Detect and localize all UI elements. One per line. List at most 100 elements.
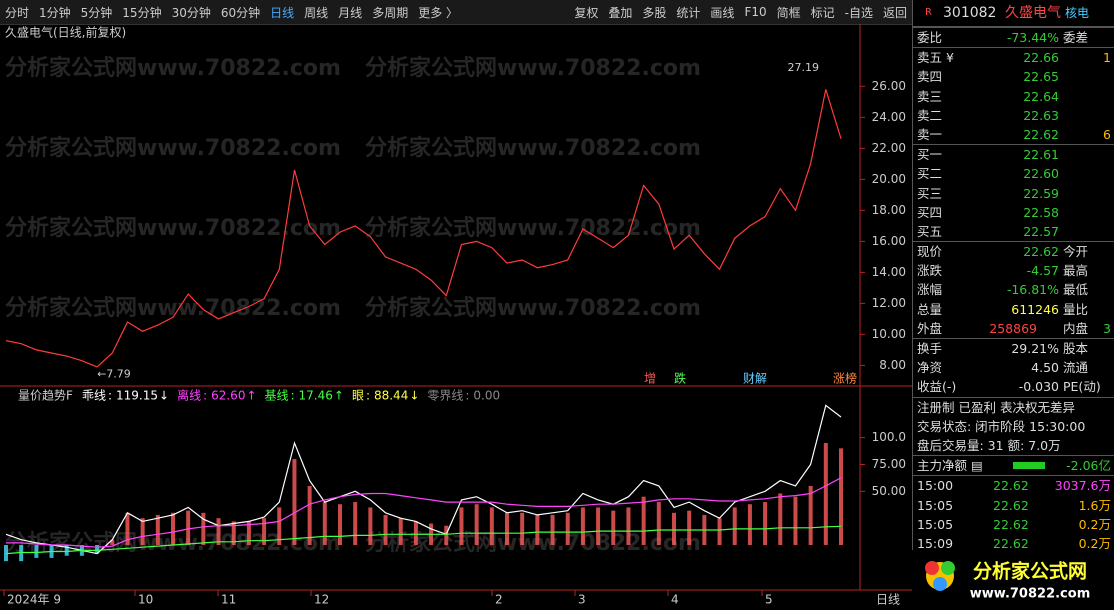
high-label: 27.19 — [788, 61, 820, 74]
legend-value: 17.46 — [299, 389, 333, 403]
indicator-bar — [763, 502, 768, 546]
quote-cell: 涨跌 — [917, 263, 943, 279]
indicator-bar — [246, 521, 251, 546]
tool-button[interactable]: 标记 — [810, 5, 835, 20]
indicator-bar — [262, 518, 267, 546]
quote-cell: 1 — [1103, 50, 1111, 66]
tool-button[interactable]: 画线 — [710, 5, 735, 20]
watermark: 分析家公式网www.70822.com — [365, 295, 701, 321]
indicator-bar — [155, 514, 160, 546]
quote-cell: 611246 — [1011, 301, 1059, 317]
indicator-bar — [747, 504, 752, 546]
indicator-title: 量价趋势F — [18, 389, 73, 403]
legend-arrow: ↑ — [334, 389, 344, 403]
legend-colon: : — [291, 389, 295, 403]
tool-button[interactable]: 简框 — [776, 5, 801, 20]
quote-row: 涨幅 -16.81% 最低 — [913, 280, 1114, 299]
indicator-bar — [596, 507, 601, 546]
tool-button[interactable]: 复权 — [574, 5, 599, 20]
note: 注册制 已盈利 表决权无差异 — [917, 399, 1075, 415]
chart-area: 分析家公式网www.70822.com 分析家公式网www.70822.com 分析… — [0, 24, 912, 607]
indicator-bar — [383, 514, 388, 546]
tick-price: 22.62 — [993, 497, 1029, 513]
indicator-bar — [171, 512, 175, 546]
period-tab[interactable]: 5分钟 — [80, 5, 113, 20]
indicator-bar — [474, 504, 479, 546]
quote-cell: 22.57 — [1023, 223, 1059, 239]
watermark: 分析家公式网www.70822.com — [365, 215, 701, 241]
watermark: 分析家公式网www.70822.com — [365, 135, 701, 161]
legend-arrow: ↓ — [409, 389, 419, 403]
quote-row: 卖二 22.63 — [913, 106, 1114, 125]
quote-cell: 6 — [1103, 126, 1111, 142]
period-tab[interactable]: 分时 — [5, 5, 30, 20]
y-tick-label: 26.00 — [872, 79, 906, 93]
quote-cell: 委比 — [917, 30, 943, 45]
period-tab[interactable]: 30分钟 — [171, 5, 211, 20]
quote-row: 买一 22.61 — [913, 144, 1114, 164]
quote-row: 净资 4.50 流通 — [913, 358, 1114, 377]
tick-price: 22.62 — [993, 535, 1029, 551]
x-tick-label: 2024年 9 — [7, 593, 61, 607]
indicator-bar — [489, 507, 494, 546]
quote-cell: 22.63 — [1023, 107, 1059, 123]
y-tick-label: 20.00 — [872, 172, 906, 186]
indicator-bar — [717, 518, 722, 546]
quote-cell: 现价 — [917, 244, 943, 260]
x-tick-label: 5 — [765, 593, 773, 607]
quote-row: 卖一 22.62 6 — [913, 125, 1114, 144]
quote-row: 买二 22.60 — [913, 164, 1114, 183]
tool-button[interactable]: 多股 — [642, 5, 667, 20]
tool-button[interactable]: 返回 — [882, 5, 907, 20]
tick-row: 15:05 22.62 1.6万 — [913, 496, 1114, 515]
period-tab[interactable]: 周线 — [304, 5, 329, 20]
quote-cell: 换手 — [917, 341, 943, 356]
flow-value: -2.06亿 — [1066, 458, 1111, 474]
indicator-bar — [64, 545, 69, 556]
quote-cell: 今开 — [1063, 244, 1089, 260]
tick-row: 15:09 22.62 0.2万 — [913, 534, 1114, 553]
quote-cell: 外盘 — [917, 320, 943, 336]
period-tab[interactable]: 60分钟 — [220, 5, 261, 20]
tool-button[interactable]: -自选 — [844, 5, 873, 20]
quote-cell: 涨幅 — [917, 282, 943, 298]
indicator-bar — [307, 485, 312, 546]
indicator-bar — [34, 545, 39, 558]
legend-name: 眼 — [352, 389, 364, 403]
quote-cell: 净资 — [917, 360, 943, 376]
indicator-bar — [338, 504, 342, 546]
tick-amount: 0.2万 — [1078, 535, 1111, 551]
indicator-bar — [459, 507, 464, 546]
period-tab[interactable]: 更多 〉 — [418, 5, 459, 20]
indicator-bar — [808, 485, 813, 546]
tick-amount: 3037.6万 — [1054, 478, 1111, 494]
period-tab[interactable]: 1分钟 — [39, 5, 71, 20]
tick-price: 22.62 — [993, 516, 1029, 532]
indicator-bar — [95, 545, 100, 554]
period-tab[interactable]: 日线 — [270, 5, 295, 20]
quote-cell: 总量 — [917, 301, 943, 317]
quote-cell: 22.62 — [1023, 244, 1059, 260]
toolbar: 分时 1分钟 5分钟 15分钟 30分钟 60分钟 日线 周线 月线 多周期 更多 〉 复权 叠加 多股统… — [0, 0, 912, 25]
tick-amount: 0.2万 — [1078, 516, 1111, 532]
period-tab[interactable]: 月线 — [338, 5, 363, 20]
quote-cell: 22.60 — [1023, 166, 1059, 182]
tool-button[interactable]: 叠加 — [608, 5, 633, 20]
tool-button[interactable]: F10 — [744, 5, 767, 19]
tool-button[interactable]: 统计 — [676, 5, 701, 20]
indicator-bar — [520, 512, 525, 546]
quote-cell: 29.21% — [1011, 341, 1059, 356]
quote-cell: -73.44% — [1006, 30, 1059, 45]
period-tab[interactable]: 多周期 — [372, 5, 409, 20]
flow-row: 主力净额 ▤ -2.06亿 — [913, 455, 1114, 475]
period-tab[interactable]: 15分钟 — [122, 5, 162, 20]
indicator-bar — [353, 502, 358, 546]
indicator-bar — [231, 521, 236, 546]
watermark: 分析家公式网www.70822.com — [5, 215, 341, 241]
quote-cell: 股本 — [1063, 341, 1089, 356]
flow-bar — [1013, 462, 1045, 470]
legend-value: 119.15 — [116, 389, 158, 403]
note-row: 注册制 已盈利 表决权无差异 — [913, 396, 1114, 417]
event-tag: 财解 — [743, 372, 767, 386]
watermark: 分析家公式网www.70822.com — [5, 135, 341, 161]
